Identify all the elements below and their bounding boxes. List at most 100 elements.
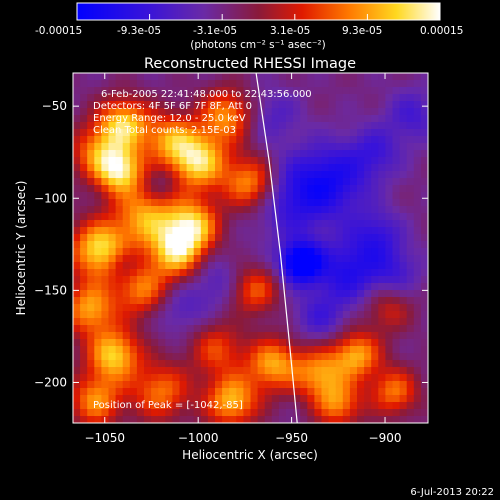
heatmap-cell (179, 395, 188, 403)
heatmap-cell (136, 157, 145, 165)
heatmap-cell (257, 122, 266, 130)
heatmap-cell (271, 171, 280, 179)
heatmap-cell (420, 416, 428, 423)
heatmap-cell (236, 213, 244, 221)
heatmap-cell (364, 304, 372, 312)
heatmap-cell (321, 73, 330, 81)
heatmap-cell (378, 269, 386, 277)
heatmap-cell (179, 297, 188, 305)
heatmap-cell (222, 353, 230, 361)
heatmap-cell (144, 283, 152, 291)
heatmap-cell (108, 241, 117, 249)
heatmap-cell (151, 416, 159, 423)
heatmap-cell (136, 353, 145, 361)
heatmap-cell (314, 353, 323, 361)
heatmap-cell (80, 381, 88, 389)
heatmap-cell (413, 143, 422, 151)
heatmap-cell (257, 325, 266, 333)
heatmap-cell (364, 325, 372, 333)
heatmap-cell (108, 87, 117, 95)
heatmap-cell (144, 255, 152, 263)
heatmap-cell (115, 185, 124, 193)
heatmap-cell (271, 311, 280, 319)
heatmap-cell (264, 262, 273, 270)
heatmap-cell (129, 297, 138, 305)
heatmap-cell (144, 101, 152, 109)
heatmap-cell (108, 143, 117, 151)
heatmap-cell (364, 311, 372, 319)
heatmap-cell (236, 87, 244, 95)
heatmap-cell (349, 206, 358, 214)
heatmap-cell (364, 248, 372, 256)
heatmap-cell (80, 360, 88, 368)
heatmap-cell (193, 241, 202, 249)
heatmap-cell (307, 346, 315, 354)
heatmap-cell (364, 73, 372, 81)
heatmap-cell (165, 311, 173, 319)
heatmap-cell (307, 136, 315, 144)
heatmap-cell (87, 374, 95, 382)
heatmap-cell (186, 416, 195, 423)
heatmap-cell (364, 150, 372, 158)
heatmap-cell (399, 157, 408, 165)
heatmap-cell (378, 80, 386, 88)
heatmap-cell (80, 353, 88, 361)
heatmap-cell (129, 304, 138, 312)
heatmap-cell (179, 318, 188, 326)
heatmap-cell (236, 304, 244, 312)
heatmap-cell (108, 416, 117, 423)
heatmap-cell (349, 325, 358, 333)
heatmap-cell (257, 402, 266, 410)
heatmap-cell (349, 171, 358, 179)
heatmap-cell (406, 80, 415, 88)
heatmap-cell (158, 87, 166, 95)
heatmap-cell (73, 157, 81, 165)
heatmap-cell (307, 150, 315, 158)
heatmap-cell (307, 213, 315, 221)
heatmap-cell (186, 164, 195, 172)
heatmap-cell (293, 157, 301, 165)
heatmap-cell (314, 325, 323, 333)
heatmap-cell (179, 276, 188, 284)
heatmap-cell (243, 409, 252, 417)
heatmap-cell (385, 206, 394, 214)
heatmap-cell (101, 220, 110, 228)
heatmap-cell (215, 304, 223, 312)
heatmap-cell (172, 241, 181, 249)
heatmap-cell (229, 150, 237, 158)
heatmap-cell (357, 178, 365, 186)
heatmap-cell (278, 80, 287, 88)
heatmap-cell (293, 192, 301, 200)
heatmap-cell (307, 262, 315, 270)
heatmap-cell (314, 157, 323, 165)
heatmap-cell (122, 122, 131, 130)
heatmap-cell (264, 94, 273, 102)
heatmap-cell (328, 374, 337, 382)
heatmap-cell (278, 87, 287, 95)
heatmap-cell (406, 94, 415, 102)
heatmap-cell (172, 248, 181, 256)
heatmap-cell (406, 227, 415, 235)
heatmap-cell (80, 136, 88, 144)
colorbar-tick-label: 9.3e-05 (342, 25, 382, 37)
heatmap-cell (73, 304, 81, 312)
heatmap-cell (172, 283, 181, 291)
heatmap-cell (413, 255, 422, 263)
heatmap-cell (101, 318, 110, 326)
heatmap-cell (293, 402, 301, 410)
heatmap-cell (115, 136, 124, 144)
heatmap-cell (222, 227, 230, 235)
heatmap-cell (80, 143, 88, 151)
heatmap-cell (136, 164, 145, 172)
heatmap-cell (293, 339, 301, 347)
heatmap-cell (335, 346, 344, 354)
heatmap-cell (413, 318, 422, 326)
heatmap-cell (136, 136, 145, 144)
heatmap-cell (129, 381, 138, 389)
heatmap-cell (250, 241, 259, 249)
heatmap-cell (229, 311, 237, 319)
heatmap-cell (385, 115, 394, 123)
heatmap-cell (101, 311, 110, 319)
heatmap-cell (335, 234, 344, 242)
heatmap-cell (357, 87, 365, 95)
